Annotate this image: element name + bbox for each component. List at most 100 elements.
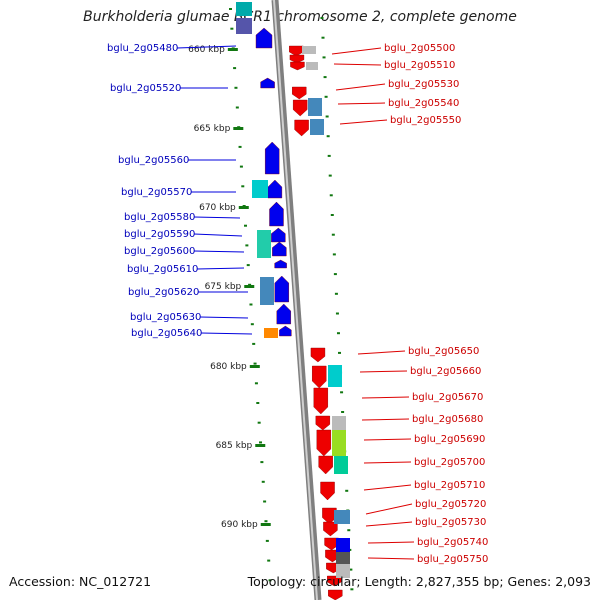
forward-gene-arrow [312, 365, 327, 389]
forward-gene-arrow [323, 521, 338, 537]
forward-leader-line [337, 102, 386, 105]
reverse-gene-label: bglu_2g05570 [121, 187, 192, 198]
tick-dot [268, 579, 272, 582]
reverse-gene-label: bglu_2g05560 [118, 155, 189, 166]
accession-text: Accession: NC_012721 [9, 574, 152, 589]
forward-gene-label: bglu_2g05710 [414, 480, 485, 491]
tick-dot [263, 500, 267, 503]
tick-dot [238, 145, 242, 148]
reverse-gene-arrow [272, 241, 287, 257]
forward-gene-label: bglu_2g05500 [384, 43, 455, 54]
forward-gene-arrow [322, 507, 337, 525]
forward-feature-block [306, 62, 318, 70]
forward-gene-arrow [290, 61, 305, 71]
tick-dot [233, 67, 237, 70]
forward-gene-arrow [318, 455, 333, 475]
reverse-gene-arrow [274, 259, 287, 269]
reverse-gene-label: bglu_2g05520 [110, 83, 181, 94]
forward-leader-line [359, 370, 408, 373]
forward-feature-block [334, 510, 350, 524]
tick-dot [260, 461, 264, 464]
forward-leader-line [331, 47, 382, 55]
forward-gene-label: bglu_2g05680 [412, 414, 483, 425]
forward-gene-label: bglu_2g05550 [390, 115, 461, 126]
tick-label: 680 kbp [210, 362, 247, 372]
reverse-feature-block [264, 328, 278, 338]
backbone-highlight [273, 0, 318, 600]
tick-dot [329, 194, 333, 197]
tick-dot [322, 56, 326, 59]
reverse-leader-line [196, 267, 245, 270]
tick-dot [326, 135, 330, 138]
reverse-feature-block [252, 180, 268, 198]
tick-dot [230, 27, 234, 30]
forward-leader-line [367, 557, 415, 560]
forward-leader-line [367, 541, 415, 544]
forward-leader-line [361, 396, 410, 399]
tick-dot [234, 86, 238, 89]
forward-leader-line [363, 438, 412, 441]
reverse-gene-arrow [264, 141, 280, 175]
tick-dot [330, 214, 334, 216]
tick-dot [345, 489, 349, 492]
forward-feature-block [328, 365, 342, 387]
reverse-feature-block [260, 277, 274, 305]
tick-dot [261, 480, 265, 483]
tick-dot [245, 244, 249, 247]
reverse-gene-label: bglu_2g05580 [124, 212, 195, 223]
forward-leader-line [363, 461, 412, 464]
tick-dot [321, 36, 325, 39]
tick-dot [331, 233, 335, 236]
forward-feature-block [332, 430, 346, 456]
tick-mark [238, 206, 249, 209]
reverse-gene-arrow [255, 27, 273, 49]
tick-mark [255, 444, 266, 447]
tick-dot [323, 76, 327, 79]
tick-dot [229, 8, 232, 10]
forward-gene-arrow [313, 387, 329, 415]
tick-dot [333, 273, 337, 276]
reverse-gene-label: bglu_2g05610 [127, 264, 198, 275]
forward-gene-label: bglu_2g05540 [388, 98, 459, 109]
tick-dot [347, 529, 351, 532]
tick-dot [336, 332, 340, 335]
forward-gene-arrow [292, 86, 307, 100]
forward-leader-line [339, 119, 388, 125]
forward-feature-block [302, 46, 316, 54]
tick-dot [256, 402, 260, 404]
reverse-feature-block [236, 18, 252, 34]
tick-dot [341, 411, 345, 413]
reverse-gene-label: bglu_2g05630 [130, 312, 201, 323]
reverse-gene-label: bglu_2g05640 [131, 328, 202, 339]
tick-dot [340, 391, 344, 394]
reverse-gene-label: bglu_2g05590 [124, 229, 195, 240]
genome-title: Burkholderia glumae BCR1 chromosome 2, c… [83, 9, 517, 25]
tick-dot [248, 283, 252, 286]
reverse-gene-arrow [279, 325, 292, 337]
forward-gene-arrow [310, 347, 326, 363]
reverse-gene-arrow [269, 201, 284, 227]
forward-feature-block [336, 564, 350, 578]
tick-label: 660 kbp [188, 45, 225, 55]
tick-dot [254, 382, 258, 385]
forward-leader-line [335, 83, 386, 91]
forward-gene-arrow [289, 54, 305, 64]
reverse-gene-label: bglu_2g05620 [128, 287, 199, 298]
reverse-gene-arrow [271, 227, 286, 243]
tick-dot [235, 106, 239, 109]
forward-feature-block [308, 98, 322, 116]
tick-label: 690 kbp [221, 520, 258, 530]
topology-text: Topology: circular; Length: 2,827,355 bp… [247, 574, 591, 589]
forward-feature-block [332, 416, 346, 432]
forward-gene-label: bglu_2g05750 [417, 554, 488, 565]
tick-label: 675 kbp [205, 282, 242, 292]
forward-gene-label: bglu_2g05740 [417, 537, 488, 548]
forward-gene-arrow [294, 119, 309, 137]
forward-feature-block [310, 119, 324, 135]
forward-leader-line [333, 63, 382, 66]
reverse-leader-line [193, 216, 241, 219]
reverse-feature-block [257, 230, 271, 258]
forward-gene-label: bglu_2g05660 [410, 366, 481, 377]
forward-gene-label: bglu_2g05530 [388, 79, 459, 90]
